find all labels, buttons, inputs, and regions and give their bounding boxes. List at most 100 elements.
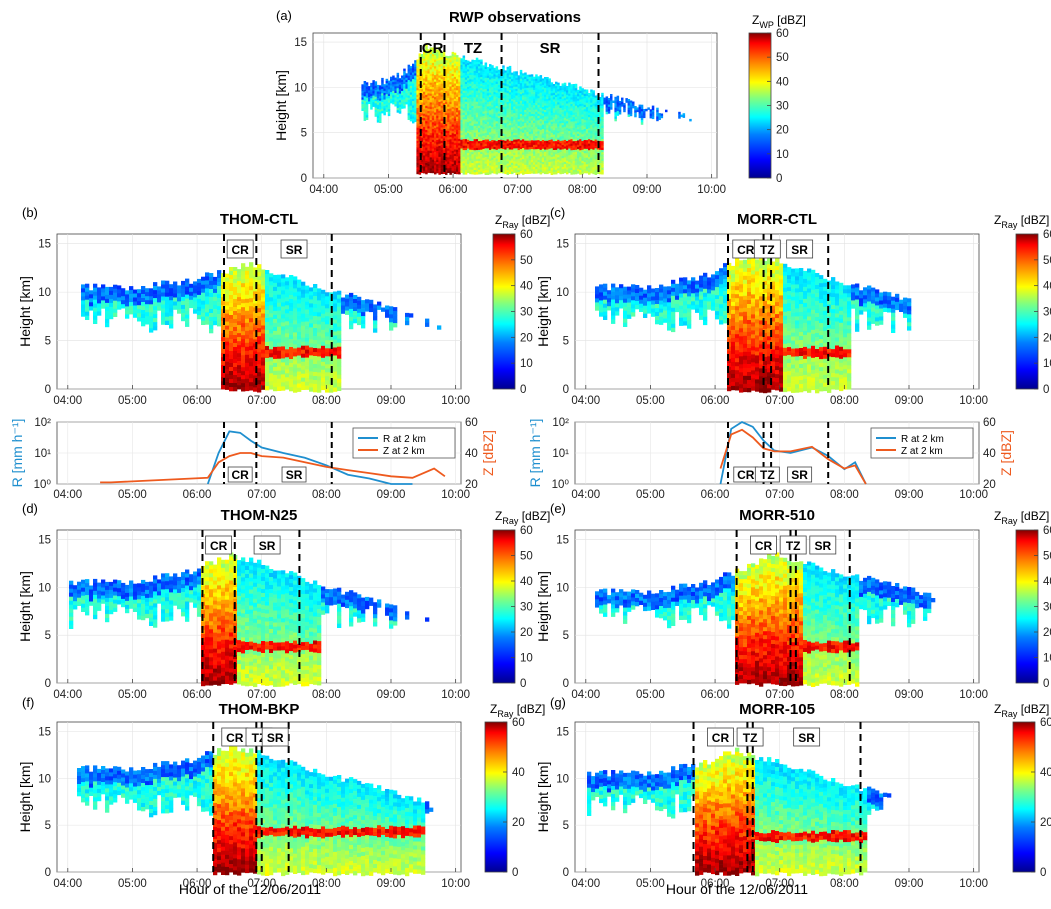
heatmap-cell — [533, 85, 536, 88]
heatmap-cell — [449, 128, 452, 131]
heatmap-cell — [544, 77, 547, 80]
heatmap-cell — [583, 135, 587, 139]
heatmap-cell — [511, 88, 514, 91]
heatmap-cell — [594, 150, 598, 153]
heatmap-cell — [484, 91, 488, 94]
heatmap-cell — [464, 139, 468, 142]
heatmap-cell — [546, 123, 549, 126]
heatmap-cell — [423, 133, 426, 136]
heatmap-cell — [585, 124, 589, 128]
heatmap-cell — [599, 114, 602, 118]
heatmap-cell — [423, 140, 426, 143]
heatmap-cell — [403, 90, 406, 94]
heatmap-cell — [504, 158, 507, 161]
heatmap-cell — [460, 170, 463, 173]
heatmap-cell — [502, 105, 505, 108]
heatmap-cell — [473, 148, 477, 151]
heatmap-cell — [462, 73, 466, 76]
heatmap-cell — [508, 158, 512, 161]
heatmap-cell — [621, 102, 624, 105]
heatmap-cell — [451, 159, 455, 163]
heatmap-cell — [475, 92, 479, 96]
heatmap-cell — [497, 80, 501, 84]
heatmap-cell — [467, 113, 470, 116]
heatmap-cell — [493, 118, 496, 121]
heatmap-cell — [539, 165, 543, 168]
heatmap-cell — [398, 78, 402, 81]
heatmap-cell — [418, 64, 422, 67]
heatmap-cell — [552, 163, 556, 166]
heatmap-cell — [557, 113, 560, 116]
heatmap-cell — [482, 170, 485, 174]
heatmap-cell — [508, 76, 512, 80]
heatmap-cell — [420, 106, 424, 110]
heatmap-cell — [453, 98, 457, 102]
heatmap-cell — [201, 320, 206, 325]
heatmap-cell — [493, 81, 496, 84]
heatmap-cell — [497, 126, 501, 130]
heatmap-cell — [486, 71, 490, 74]
heatmap-cell — [504, 99, 507, 102]
heatmap-cell — [570, 150, 573, 153]
heatmap-cell — [592, 92, 595, 95]
heatmap-cell — [471, 99, 474, 102]
heatmap-cell — [530, 105, 534, 108]
heatmap-cell — [471, 143, 474, 146]
heatmap-cell — [129, 306, 134, 311]
heatmap-cell — [594, 165, 598, 169]
heatmap-cell — [445, 110, 448, 114]
heatmap-cell — [535, 149, 538, 152]
heatmap-cell — [445, 88, 448, 92]
heatmap-cell — [493, 131, 496, 135]
heatmap-cell — [456, 151, 459, 155]
heatmap-cell — [420, 150, 424, 154]
heatmap-cell — [97, 311, 102, 316]
heatmap-cell — [651, 105, 655, 109]
heatmap-cell — [502, 67, 505, 71]
heatmap-cell — [117, 289, 122, 294]
heatmap-cell — [460, 64, 463, 68]
heatmap-cell — [405, 86, 408, 89]
heatmap-cell — [445, 130, 448, 134]
heatmap-cell — [559, 116, 562, 120]
heatmap-cell — [105, 310, 110, 316]
heatmap-cell — [508, 120, 512, 124]
heatmap-cell — [491, 111, 494, 114]
heatmap-cell — [456, 83, 459, 87]
heatmap-cell — [535, 138, 538, 141]
heatmap-cell — [177, 309, 182, 314]
heatmap-cell — [213, 288, 218, 294]
heatmap-cell — [447, 106, 450, 110]
heatmap-cell — [173, 297, 178, 302]
heatmap-cell — [197, 310, 202, 316]
heatmap-cell — [537, 129, 540, 132]
heatmap-cell — [601, 103, 604, 107]
heatmap-cell — [209, 289, 214, 294]
heatmap-cell — [544, 162, 547, 166]
heatmap-cell — [431, 106, 435, 110]
heatmap-cell — [601, 158, 604, 162]
heatmap-cell — [530, 102, 534, 106]
heatmap-cell — [453, 116, 457, 119]
heatmap-cell — [533, 111, 536, 115]
heatmap-cell — [566, 154, 569, 157]
heatmap-cell — [416, 136, 419, 139]
heatmap-cell — [473, 154, 477, 158]
heatmap-cell — [462, 59, 466, 63]
heatmap-cell — [462, 108, 466, 111]
heatmap-cell — [462, 121, 466, 124]
heatmap-cell — [546, 171, 549, 175]
heatmap-cell — [561, 160, 565, 163]
heatmap-cell — [486, 104, 490, 107]
heatmap-cell — [546, 118, 549, 122]
heatmap-cell — [201, 280, 206, 285]
heatmap-cell — [458, 130, 461, 133]
heatmap-cell — [583, 93, 587, 97]
heatmap-cell — [519, 100, 523, 104]
heatmap-cell — [601, 95, 604, 98]
heatmap-cell — [436, 170, 439, 174]
heatmap-cell — [429, 159, 433, 163]
heatmap-cell — [506, 115, 510, 118]
heatmap-cell — [548, 129, 551, 132]
heatmap-cell — [577, 151, 580, 154]
